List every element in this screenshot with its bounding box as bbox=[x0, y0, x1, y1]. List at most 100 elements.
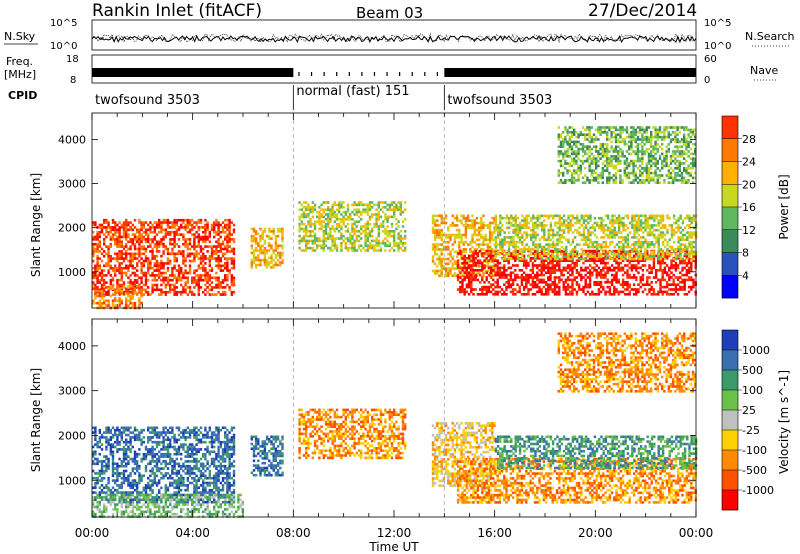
power-cell bbox=[393, 232, 396, 235]
power-cell bbox=[311, 201, 314, 204]
power-cell bbox=[520, 259, 524, 262]
power-cell bbox=[480, 233, 483, 237]
power-cell bbox=[464, 216, 468, 220]
power-cell bbox=[621, 269, 625, 272]
power-cell bbox=[120, 250, 123, 253]
power-cell bbox=[213, 245, 216, 248]
power-cell bbox=[609, 250, 612, 254]
power-cell bbox=[103, 274, 106, 277]
power-cell bbox=[595, 159, 598, 163]
power-cell bbox=[346, 203, 350, 207]
power-cell bbox=[568, 147, 571, 151]
power-cell bbox=[171, 252, 174, 256]
power-cell bbox=[309, 208, 312, 211]
power-cell bbox=[670, 252, 674, 256]
power-cell bbox=[204, 223, 207, 227]
power-cell bbox=[474, 249, 477, 253]
power-cell bbox=[617, 240, 621, 244]
power-cell bbox=[510, 257, 513, 261]
noise-left-tick-bottom: 10^0 bbox=[50, 41, 77, 52]
power-cell bbox=[646, 252, 649, 255]
power-cell bbox=[226, 242, 229, 246]
power-cell bbox=[676, 293, 680, 296]
power-cell bbox=[518, 236, 522, 239]
power-cell bbox=[228, 245, 231, 248]
power-cell bbox=[471, 221, 474, 225]
power-cell bbox=[564, 278, 568, 282]
power-cell bbox=[650, 288, 653, 291]
power-cell bbox=[600, 224, 603, 227]
power-cell bbox=[191, 228, 194, 232]
power-cell bbox=[683, 238, 687, 242]
power-cell bbox=[224, 252, 227, 256]
power-cell bbox=[250, 246, 253, 250]
power-cell bbox=[153, 264, 156, 268]
power-cell bbox=[663, 266, 667, 270]
power-cell bbox=[516, 264, 519, 267]
power-cell bbox=[486, 243, 490, 246]
power-cell bbox=[690, 269, 693, 272]
power-cell bbox=[578, 231, 581, 234]
power-cell bbox=[610, 155, 613, 158]
power-cell bbox=[94, 247, 97, 251]
power-cell bbox=[542, 264, 546, 267]
power-cell bbox=[507, 226, 511, 230]
power-cell bbox=[153, 288, 156, 292]
power-cell bbox=[371, 213, 374, 216]
power-cell bbox=[193, 281, 196, 284]
power-cell bbox=[164, 293, 167, 296]
power-cell bbox=[597, 281, 601, 284]
power-cell bbox=[505, 236, 509, 239]
power-cell bbox=[588, 162, 591, 165]
power-cell bbox=[193, 233, 196, 236]
power-cell bbox=[500, 293, 504, 296]
power-cell bbox=[313, 239, 317, 243]
power-cell bbox=[542, 273, 546, 277]
power-cell bbox=[588, 273, 592, 277]
power-cell bbox=[551, 257, 554, 260]
power-cell bbox=[516, 245, 520, 249]
power-cell bbox=[353, 232, 356, 235]
power-cell bbox=[377, 234, 380, 238]
freq-tick bbox=[348, 72, 350, 76]
power-cell bbox=[138, 283, 141, 287]
power-cell bbox=[615, 221, 619, 225]
power-cell bbox=[477, 272, 481, 275]
power-cell bbox=[261, 230, 264, 233]
power-cell bbox=[644, 226, 647, 230]
power-cell bbox=[440, 248, 443, 251]
power-cell bbox=[140, 281, 143, 284]
power-cell bbox=[611, 228, 614, 232]
power-cell bbox=[129, 264, 132, 268]
power-cell bbox=[614, 150, 618, 153]
power-cell bbox=[503, 266, 506, 270]
power-cell bbox=[114, 226, 117, 229]
power-cell bbox=[543, 238, 546, 242]
power-cell bbox=[520, 293, 524, 296]
power-cell bbox=[570, 147, 574, 151]
power-cell bbox=[591, 273, 594, 277]
power-cell bbox=[166, 283, 170, 287]
power-cell bbox=[230, 247, 233, 251]
power-cell bbox=[116, 289, 119, 293]
power-cell bbox=[635, 228, 638, 232]
power-cell bbox=[570, 133, 574, 136]
power-cell bbox=[652, 261, 656, 265]
power-cell bbox=[542, 278, 546, 282]
power-cell bbox=[540, 214, 544, 218]
power-cell bbox=[215, 257, 218, 260]
power-cell bbox=[364, 237, 367, 240]
power-cell bbox=[575, 159, 578, 163]
power-cell bbox=[98, 264, 101, 268]
power-cell bbox=[562, 171, 565, 175]
power-cell bbox=[96, 269, 99, 272]
power-cell bbox=[188, 238, 192, 241]
power-cell bbox=[186, 281, 189, 284]
power-cell bbox=[230, 278, 233, 282]
power-cell bbox=[320, 208, 323, 211]
power-cell bbox=[433, 272, 437, 275]
power-cell bbox=[496, 290, 499, 294]
power-cell bbox=[171, 288, 174, 292]
power-cell bbox=[252, 237, 256, 240]
power-cell bbox=[199, 257, 203, 260]
